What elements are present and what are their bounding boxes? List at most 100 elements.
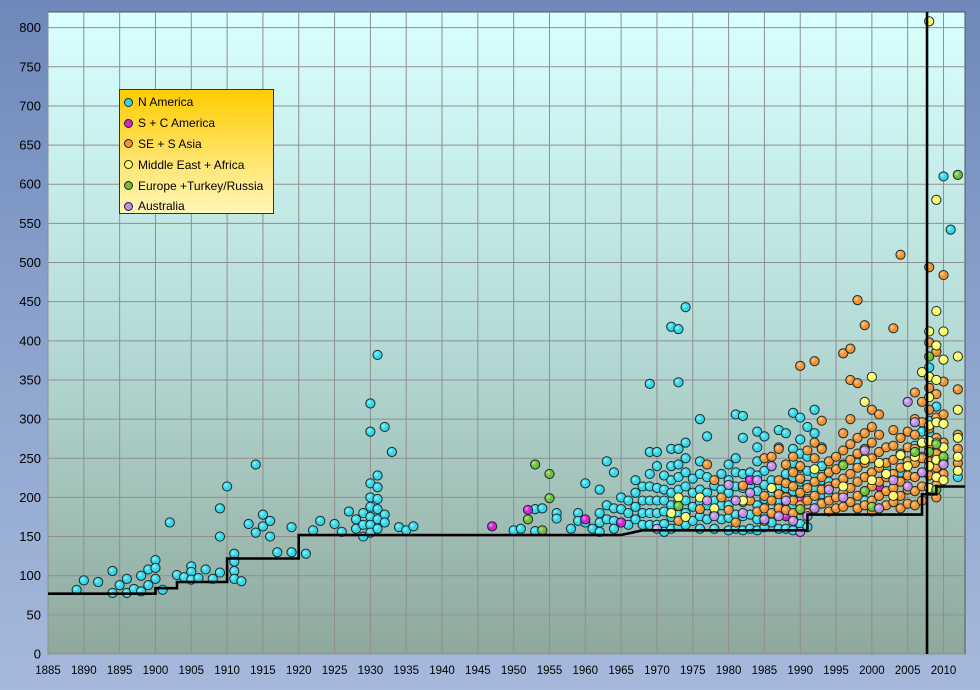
x-tick-label: 1925 xyxy=(322,665,348,677)
point-se-s-asia xyxy=(852,295,863,306)
point-n-america xyxy=(329,518,340,530)
point-n-america xyxy=(214,567,226,578)
point-unlabeled xyxy=(945,224,956,235)
point-australia xyxy=(780,495,791,506)
point-europe-turkey-russia xyxy=(795,504,806,515)
step-line xyxy=(48,485,965,595)
point-middle-east-africa xyxy=(952,404,963,415)
point-australia xyxy=(787,515,799,527)
point-europe-turkey-russia xyxy=(537,525,548,536)
point-n-america xyxy=(236,576,247,587)
point-australia xyxy=(902,396,913,407)
point-australia xyxy=(709,511,720,522)
x-tick-label: 1910 xyxy=(214,665,240,677)
point-s-c-america xyxy=(487,521,498,532)
x-tick-label: 1995 xyxy=(823,665,849,677)
point-middle-east-africa xyxy=(809,464,820,475)
legend-label: Australia xyxy=(138,199,185,214)
x-tick-label: 1920 xyxy=(286,665,312,677)
point-n-america xyxy=(264,515,276,527)
point-se-s-asia xyxy=(716,492,727,503)
step-line-path xyxy=(48,485,965,595)
point-n-america xyxy=(809,428,820,439)
point-n-america xyxy=(157,584,168,595)
y-tick-label: 150 xyxy=(19,529,41,544)
point-australia xyxy=(823,484,834,495)
legend-marker-middle-east-africa xyxy=(124,160,133,170)
legend-marker-s-c-america xyxy=(124,118,133,128)
point-middle-east-africa xyxy=(938,326,949,337)
point-se-s-asia xyxy=(773,443,784,454)
x-tick-label: 1905 xyxy=(178,665,204,677)
point-n-america xyxy=(694,523,706,534)
x-tick-label: 1950 xyxy=(501,665,527,677)
point-se-s-asia xyxy=(859,320,870,331)
point-australia xyxy=(723,479,734,490)
point-middle-east-africa xyxy=(859,454,870,465)
point-middle-east-africa xyxy=(859,396,870,407)
x-tick-label: 1985 xyxy=(752,665,778,677)
point-middle-east-africa xyxy=(931,374,942,386)
point-n-america xyxy=(372,493,383,505)
point-se-s-asia xyxy=(795,473,806,484)
point-australia xyxy=(902,481,913,492)
point-n-america xyxy=(222,481,233,492)
point-middle-east-africa xyxy=(952,351,963,362)
point-middle-east-africa xyxy=(931,305,942,317)
point-europe-turkey-russia xyxy=(952,169,963,180)
point-middle-east-africa xyxy=(888,490,899,501)
legend-marker-europe xyxy=(124,181,133,191)
point-n-america xyxy=(680,437,691,448)
point-n-america xyxy=(565,523,577,534)
point-se-s-asia xyxy=(809,356,820,367)
y-tick-label: 650 xyxy=(19,138,41,153)
y-tick-label: 50 xyxy=(27,607,41,622)
point-europe-turkey-russia xyxy=(909,446,920,458)
point-n-america xyxy=(264,531,276,542)
point-n-america xyxy=(795,412,806,423)
legend-label: Middle East + Africa xyxy=(138,157,245,172)
point-australia xyxy=(859,445,870,456)
point-n-america xyxy=(673,377,684,388)
point-n-america xyxy=(307,525,319,536)
point-n-america xyxy=(379,421,390,433)
x-tick-label: 1885 xyxy=(35,665,61,677)
point-australia xyxy=(838,492,849,503)
point-n-america xyxy=(286,522,297,533)
point-n-america xyxy=(752,442,763,453)
y-tick-label: 700 xyxy=(19,98,41,113)
x-tick-label: 1955 xyxy=(537,665,563,677)
point-middle-east-africa xyxy=(938,354,949,365)
point-n-america xyxy=(680,453,691,464)
point-se-s-asia xyxy=(866,437,877,448)
point-se-s-asia xyxy=(780,459,791,470)
point-australia xyxy=(773,511,784,522)
point-se-s-asia xyxy=(852,378,863,389)
point-se-s-asia xyxy=(701,459,713,470)
point-se-s-asia xyxy=(888,440,899,451)
point-n-america xyxy=(795,434,806,445)
y-tick-label: 400 xyxy=(19,333,41,348)
point-se-s-asia xyxy=(873,409,885,420)
x-tick-label: 1890 xyxy=(71,665,97,677)
point-n-america xyxy=(701,431,713,442)
point-australia xyxy=(744,487,756,498)
point-se-s-asia xyxy=(873,429,885,440)
y-tick-label: 600 xyxy=(19,177,41,192)
y-tick-label: 300 xyxy=(19,412,41,427)
point-australia xyxy=(701,495,713,506)
point-n-america xyxy=(200,564,211,575)
point-n-america xyxy=(408,521,419,532)
point-n-america xyxy=(93,576,104,588)
point-middle-east-africa xyxy=(766,482,777,494)
point-se-s-asia xyxy=(888,323,899,334)
point-middle-east-africa xyxy=(938,418,949,429)
point-middle-east-africa xyxy=(902,460,913,472)
point-n-america xyxy=(694,414,706,425)
y-axis: 0 50 100 150 200 250 300 350 400 450 500 550 600 650 7… xyxy=(19,20,41,661)
y-tick-label: 550 xyxy=(19,216,41,231)
point-n-america xyxy=(365,426,376,437)
point-middle-east-africa xyxy=(931,340,942,351)
point-n-america xyxy=(673,323,684,335)
point-middle-east-africa xyxy=(866,475,877,486)
